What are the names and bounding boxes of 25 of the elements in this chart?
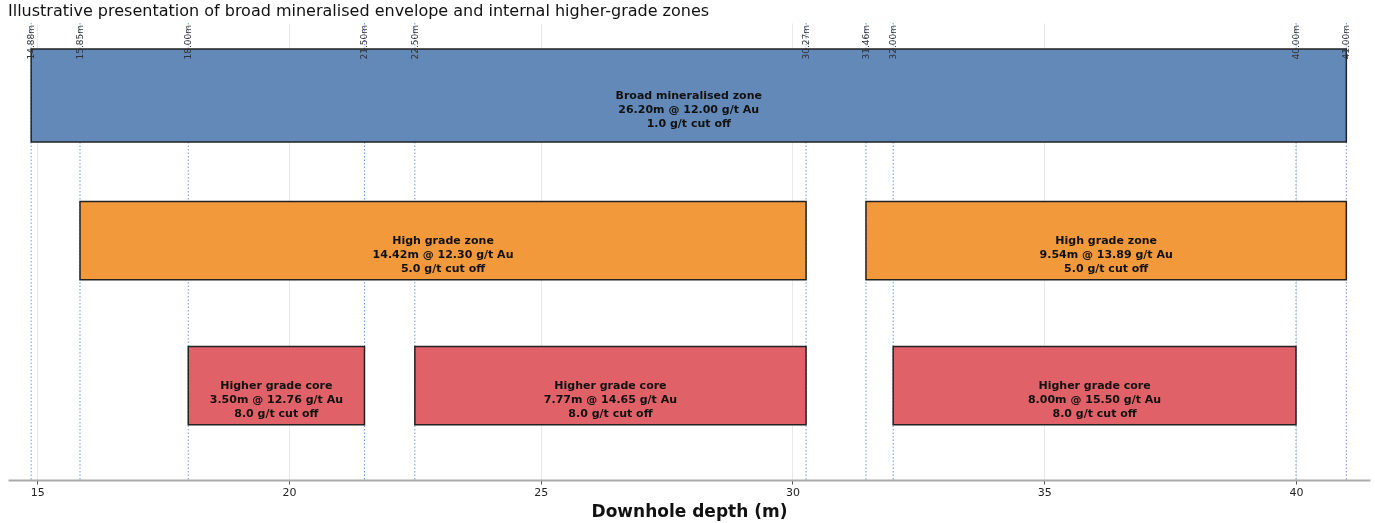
- data-label: Broad mineralised zone 26.20m @ 12.00 g/t Au 1.0 g/t cut off: [615, 88, 762, 130]
- ref-line-label: 18.00m: [183, 25, 194, 60]
- ref-line-label: 14.88m: [26, 25, 37, 60]
- ref-line-label: 30.27m: [801, 25, 812, 60]
- x-tick-label: 25: [534, 485, 549, 499]
- x-tick-label: 35: [1037, 485, 1052, 499]
- ref-line-label: 22.50m: [409, 25, 420, 60]
- data-label: Higher grade core 8.00m @ 15.50 g/t Au 8.0 g/t cut off: [1027, 378, 1162, 420]
- ref-line-label: 32.00m: [888, 25, 899, 60]
- bar: [892, 345, 1297, 426]
- ref-line-label: 40.00m: [1290, 25, 1301, 60]
- x-axis-title: Downhole depth (m): [591, 500, 788, 521]
- ref-line-label: 15.85m: [75, 25, 85, 60]
- x-tick-label: 30: [785, 485, 800, 499]
- data-label: High grade zone 14.42m @ 12.30 g/t Au 5.0 g/t cut off: [372, 233, 514, 275]
- chart-title: Illustrative presentation of broad mineralised envelope and internal higher-grade zones: [8, 0, 710, 20]
- data-label: High grade zone 9.54m @ 13.89 g/t Au 5.0 g/t cut off: [1039, 233, 1173, 275]
- x-tick-label: 20: [282, 485, 297, 499]
- ref-line-label: 21.50m: [359, 25, 370, 60]
- x-tick-label: 15: [30, 485, 45, 499]
- data-label: Higher grade core 3.50m @ 12.76 g/t Au 8.0 g/t cut off: [209, 378, 343, 420]
- ref-line-label: 41.00m: [1341, 25, 1352, 60]
- ref-line-label: 31.46m: [860, 25, 871, 60]
- data-label: Higher grade core 7.77m @ 14.65 g/t Au 8.0 g/t cut off: [543, 378, 678, 420]
- x-tick-label: 40: [1289, 485, 1304, 499]
